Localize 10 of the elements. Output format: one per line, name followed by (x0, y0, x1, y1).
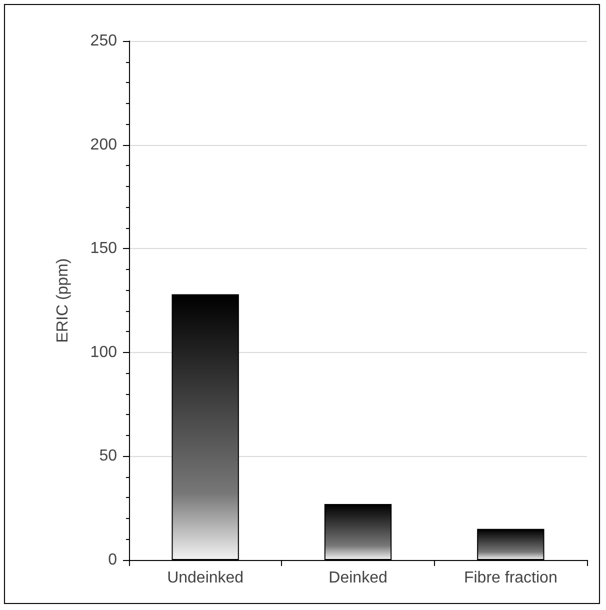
y-axis-title: ERIC (ppm) (54, 258, 72, 343)
y-tick-label: 250 (90, 32, 118, 50)
x-tick-label: Deinked (328, 570, 388, 586)
y-tick-label: 200 (90, 136, 118, 154)
y-tick-label: 150 (90, 240, 118, 258)
x-tick-label: Fibre fraction (464, 570, 558, 586)
y-tick-label: 0 (108, 552, 118, 568)
y-tick-label: 100 (90, 344, 118, 361)
x-tick-label: Undeinked (167, 570, 244, 586)
y-tick-label: 50 (99, 448, 118, 465)
